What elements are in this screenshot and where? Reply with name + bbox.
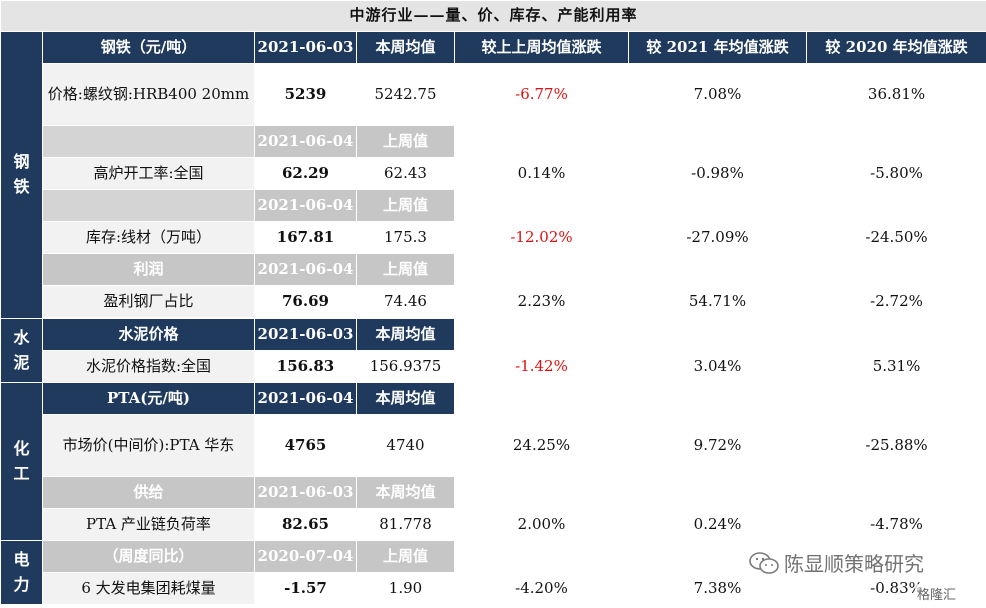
current-value: 4765 — [254, 414, 357, 477]
page-title: 中游行业——量、价、库存、产能利用率 — [0, 0, 986, 32]
vs2020-change: -24.50% — [805, 221, 986, 254]
prev-value: 156.9375 — [356, 350, 455, 383]
table-row: 盈利钢厂占比 76.69 74.46 2.23% 54.71% -2.72% — [1, 285, 986, 318]
prev-value: 4740 — [356, 414, 455, 477]
vs2021-change: 54.71% — [628, 285, 807, 318]
current-value: -1.57 — [254, 572, 357, 605]
vs2020-change: -5.80% — [805, 157, 986, 190]
section-chem: 化工 — [0, 382, 43, 541]
date-header: 2021-06-03 — [254, 476, 357, 509]
row-label: 市场价(中间价):PTA 华东 — [42, 414, 255, 477]
row-label: 6 大发电集团耗煤量 — [42, 572, 255, 605]
vs2020-change: -2.72% — [805, 285, 986, 318]
vs2021-change: 7.38% — [628, 572, 807, 605]
current-value: 62.29 — [254, 157, 357, 190]
watermark-logo: 格隆汇 — [915, 584, 959, 603]
vs2021-change: -27.09% — [628, 221, 807, 254]
current-value: 76.69 — [254, 285, 357, 318]
prev-week-header: 上周值 — [356, 540, 455, 573]
pta-header: PTA(元/吨) — [42, 382, 255, 415]
prev-value: 81.778 — [356, 508, 455, 541]
cement-header: 水泥价格 — [42, 318, 255, 351]
date-header: 2021-06-04 — [254, 189, 357, 222]
table-row: 价格:螺纹钢:HRB400 20mm 5239 5242.75 -6.77% 7… — [1, 63, 986, 126]
vs2020-change: 36.81% — [805, 63, 986, 126]
prev-value: 74.46 — [356, 285, 455, 318]
wow-change: 2.23% — [454, 285, 629, 318]
current-value: 167.81 — [254, 221, 357, 254]
date-header: 2021-06-04 — [254, 382, 357, 415]
vs2020-change: -0.83% — [805, 572, 986, 605]
current-value: 156.83 — [254, 350, 357, 383]
section-power: 电力 — [0, 540, 43, 605]
prev-week-header: 上周值 — [356, 253, 455, 286]
wechat-icon — [749, 551, 779, 574]
vs2021-change: -0.98% — [628, 157, 807, 190]
wow-change: -4.20% — [454, 572, 629, 605]
wow-header: 较上上周均值涨跌 — [454, 31, 629, 64]
watermark: 陈显顺策略研究 — [748, 548, 924, 577]
prev-value: 1.90 — [356, 572, 455, 605]
current-value: 82.65 — [254, 508, 357, 541]
vs2021-change: 0.24% — [628, 508, 807, 541]
table-row: 库存:线材（万吨） 167.81 175.3 -12.02% -27.09% -… — [1, 221, 986, 254]
vs2020-change: -25.88% — [805, 414, 986, 477]
date-header: 2021-06-03 — [254, 318, 357, 351]
table-row: 市场价(中间价):PTA 华东 4765 4740 24.25% 9.72% -… — [1, 414, 986, 477]
row-label: 水泥价格指数:全国 — [42, 350, 255, 383]
wow-change: 24.25% — [454, 414, 629, 477]
wow-change: -1.42% — [454, 350, 629, 383]
row-label: 价格:螺纹钢:HRB400 20mm — [42, 63, 255, 126]
vs2020-change: -4.78% — [805, 508, 986, 541]
prev-week-header: 上周值 — [356, 189, 455, 222]
prev-value: 175.3 — [356, 221, 455, 254]
prev-week-header: 上周值 — [356, 125, 455, 158]
week-avg-header: 本周均值 — [356, 31, 455, 64]
vs2021-change: 7.08% — [628, 63, 807, 126]
date-header: 2020-07-04 — [254, 540, 357, 573]
week-avg-header: 本周均值 — [356, 476, 455, 509]
vs2021-header: 较 2021 年均值涨跌 — [628, 31, 807, 64]
table-row: PTA 产业链负荷率 82.65 81.778 2.00% 0.24% -4.7… — [1, 508, 986, 541]
table-row: 6 大发电集团耗煤量 -1.57 1.90 -4.20% 7.38% -0.83… — [1, 572, 986, 605]
wow-change: 0.14% — [454, 157, 629, 190]
subheader-blank — [42, 189, 255, 222]
week-avg-header: 本周均值 — [356, 382, 455, 415]
table-row: 水泥价格指数:全国 156.83 156.9375 -1.42% 3.04% 5… — [1, 350, 986, 383]
wow-change: 2.00% — [454, 508, 629, 541]
supply-header: 供给 — [42, 476, 255, 509]
date-header: 2021-06-04 — [254, 125, 357, 158]
vs2021-change: 9.72% — [628, 414, 807, 477]
prev-value: 62.43 — [356, 157, 455, 190]
section-steel: 钢铁 — [0, 31, 43, 319]
profit-header: 利润 — [42, 253, 255, 286]
prev-value: 5242.75 — [356, 63, 455, 126]
row-label: 库存:线材（万吨） — [42, 221, 255, 254]
date-header: 2021-06-04 — [254, 253, 357, 286]
power-header: （周度同比） — [42, 540, 255, 573]
week-avg-header: 本周均值 — [356, 318, 455, 351]
row-label: 高炉开工率:全国 — [42, 157, 255, 190]
current-value: 5239 — [254, 63, 357, 126]
vs2020-header: 较 2020 年均值涨跌 — [805, 31, 986, 64]
date-header: 2021-06-03 — [254, 31, 357, 64]
steel-unit-header: 钢铁（元/吨） — [42, 31, 255, 64]
table-row: 高炉开工率:全国 62.29 62.43 0.14% -0.98% -5.80% — [1, 157, 986, 190]
watermark-text: 陈显顺策略研究 — [784, 552, 924, 576]
row-label: PTA 产业链负荷率 — [42, 508, 255, 541]
row-label: 盈利钢厂占比 — [42, 285, 255, 318]
subheader-blank — [42, 125, 255, 158]
section-cement: 水泥 — [0, 318, 43, 383]
wow-change: -6.77% — [454, 63, 629, 126]
vs2020-change: 5.31% — [805, 350, 986, 383]
wow-change: -12.02% — [454, 221, 629, 254]
vs2021-change: 3.04% — [628, 350, 807, 383]
